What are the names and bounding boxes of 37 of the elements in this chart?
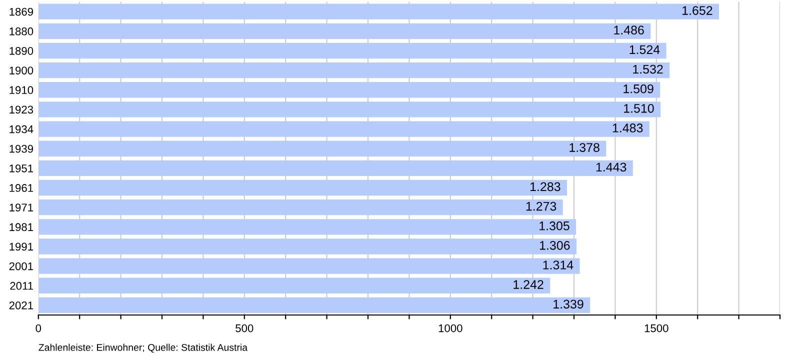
y-tick-label: 2001 <box>9 262 33 270</box>
data-label: 1.242 <box>514 280 544 289</box>
data-label: 1.314 <box>543 260 574 270</box>
text: Zahlenleiste: Einwohner; Quelle: Statistik Austria <box>38 344 248 353</box>
y-tick-label: 1991 <box>10 242 33 251</box>
data-label: 1.306 <box>540 240 570 250</box>
data-label: 1.486 <box>614 26 644 35</box>
data-label: 1.283 <box>530 182 560 192</box>
x-tick-label: 0 <box>36 324 42 332</box>
y-tick-label: 1880 <box>10 27 34 36</box>
data-label: 1.510 <box>624 104 654 113</box>
data-label: 1.443 <box>596 162 626 172</box>
y-tick-label: 1951 <box>10 164 33 172</box>
data-label: 1.652 <box>682 6 712 15</box>
x-tick-label: 500 <box>236 324 254 332</box>
x-tick-label: 1500 <box>644 324 668 332</box>
data-label: 1.378 <box>570 143 600 152</box>
y-tick-label: 1890 <box>10 47 34 55</box>
y-tick-label: 1971 <box>10 204 33 212</box>
data-label: 1.509 <box>624 84 654 94</box>
data-label: 1.339 <box>554 300 584 309</box>
x-tick-label: 1000 <box>438 324 462 332</box>
y-tick-label: 1910 <box>10 86 34 94</box>
data-label: 1.532 <box>633 64 663 74</box>
y-tick-label: 1961 <box>10 184 33 192</box>
y-tick-label: 1981 <box>10 223 33 232</box>
data-label: 1.305 <box>540 221 570 230</box>
y-tick-label: 1923 <box>10 106 34 114</box>
y-tick-label: 2011 <box>10 282 33 290</box>
data-label: 1.524 <box>630 45 660 54</box>
y-tick-label: 1939 <box>10 144 34 153</box>
y-tick-label: 1869 <box>10 8 34 16</box>
y-tick-label: 2021 <box>9 301 33 310</box>
y-tick-label: 1934 <box>10 125 34 134</box>
data-label: 1.483 <box>612 124 643 132</box>
y-tick-label: 1900 <box>10 66 34 74</box>
data-label: 1.273 <box>526 202 556 211</box>
